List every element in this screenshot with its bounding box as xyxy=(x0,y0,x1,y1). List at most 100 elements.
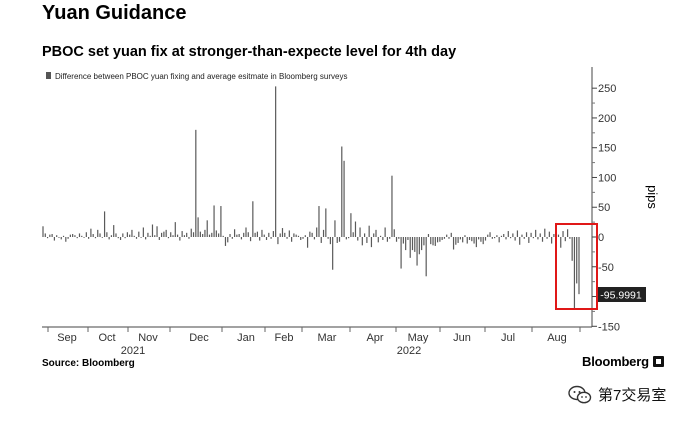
bar xyxy=(573,237,576,310)
bar xyxy=(475,237,477,248)
bar xyxy=(224,237,227,246)
bar xyxy=(341,146,343,237)
bar xyxy=(110,235,113,237)
bar xyxy=(567,229,569,237)
bar xyxy=(450,232,452,237)
bar xyxy=(62,235,65,237)
bar xyxy=(364,233,366,237)
bar xyxy=(557,234,560,237)
bloomberg-icon xyxy=(652,356,664,367)
bar xyxy=(154,235,156,237)
y-tick-label: 150 xyxy=(598,143,616,155)
bar xyxy=(74,235,76,237)
bar xyxy=(551,237,553,244)
bar-series xyxy=(42,86,580,310)
year-label-2022: 2022 xyxy=(397,345,421,357)
bar xyxy=(309,231,311,237)
bar xyxy=(523,237,525,239)
bar xyxy=(343,160,345,237)
y-tick-label: -50 xyxy=(598,262,614,274)
bar xyxy=(512,233,514,237)
bar xyxy=(243,232,245,237)
bar xyxy=(359,227,361,237)
x-tick-label: Mar xyxy=(318,332,337,344)
bar xyxy=(564,237,566,242)
bar xyxy=(206,220,208,237)
bar xyxy=(158,237,160,240)
bar xyxy=(268,232,270,237)
bar xyxy=(316,227,318,237)
bar xyxy=(208,234,211,237)
bar xyxy=(222,235,224,237)
bar xyxy=(181,231,183,237)
bar xyxy=(218,233,220,237)
bar xyxy=(293,233,295,237)
y-tick-label: 100 xyxy=(598,172,616,184)
bar xyxy=(313,237,316,240)
bar xyxy=(382,237,384,240)
bar xyxy=(530,232,532,237)
bar xyxy=(170,232,172,237)
bar xyxy=(521,234,523,237)
bar xyxy=(247,232,249,237)
x-tick-label: Aug xyxy=(547,332,567,344)
bar xyxy=(528,237,530,243)
bar xyxy=(514,237,516,241)
bar xyxy=(99,233,101,237)
bar xyxy=(464,235,466,237)
bar xyxy=(49,234,51,237)
bar xyxy=(311,232,313,237)
bar xyxy=(516,230,519,237)
bar xyxy=(338,237,341,242)
x-tick-label: Apr xyxy=(366,332,383,344)
bar xyxy=(409,237,411,258)
bar xyxy=(183,235,186,237)
bar xyxy=(327,237,329,239)
bar xyxy=(503,234,505,237)
bar xyxy=(199,231,201,237)
bar xyxy=(145,237,147,240)
bar xyxy=(165,229,167,237)
bar xyxy=(304,235,306,237)
bar xyxy=(373,233,375,237)
bar xyxy=(227,237,229,243)
bar xyxy=(81,235,83,237)
bar xyxy=(427,234,430,237)
bar xyxy=(297,235,300,237)
bar xyxy=(131,229,133,237)
brand-name: Bloomberg xyxy=(582,354,649,369)
bar xyxy=(544,228,546,237)
year-label-2021: 2021 xyxy=(121,345,145,357)
bar xyxy=(261,229,263,237)
bar xyxy=(329,237,331,245)
bar xyxy=(489,232,491,237)
bar xyxy=(124,237,126,239)
bar xyxy=(259,237,261,241)
bar xyxy=(46,237,49,239)
bar xyxy=(67,237,69,239)
bar xyxy=(151,224,154,237)
bar xyxy=(78,233,81,237)
bar xyxy=(443,237,446,239)
bar xyxy=(88,237,90,239)
bar xyxy=(446,234,448,237)
bar xyxy=(195,129,197,237)
bar xyxy=(122,233,124,237)
x-tick-label: Jan xyxy=(237,332,255,344)
bar xyxy=(348,237,350,239)
bar xyxy=(532,237,534,239)
bar xyxy=(190,228,192,237)
bar xyxy=(457,237,459,243)
bar xyxy=(51,234,53,237)
bar xyxy=(72,234,74,237)
bar xyxy=(496,235,498,237)
bar xyxy=(389,237,391,239)
bar xyxy=(231,237,233,239)
bar xyxy=(252,201,254,237)
x-tick-label: Nov xyxy=(138,332,158,344)
bar xyxy=(325,208,327,237)
bar xyxy=(336,237,338,243)
bar xyxy=(85,232,87,237)
last-value-label: -95.9991 xyxy=(600,290,642,302)
bar xyxy=(202,234,204,237)
